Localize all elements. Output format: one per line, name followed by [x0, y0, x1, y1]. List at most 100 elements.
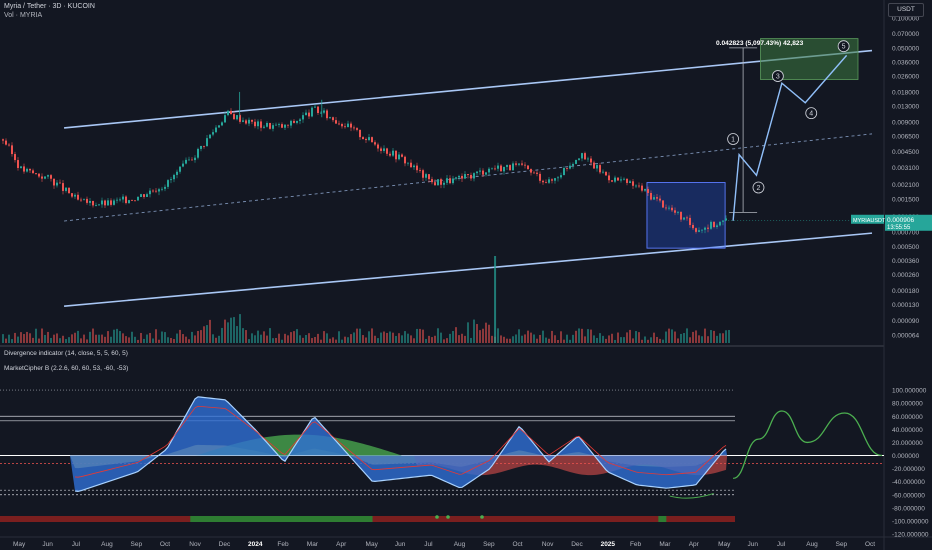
volume-bar [614, 339, 616, 343]
candle [2, 139, 4, 141]
candle [719, 221, 721, 226]
candle [560, 175, 562, 178]
volume-bar [197, 330, 199, 343]
bar-countdown: 13:55:55 [887, 225, 911, 231]
signal-dot [435, 515, 439, 519]
candle [194, 157, 196, 161]
volume-bar [131, 331, 133, 343]
volume-bar [656, 336, 658, 343]
candle [80, 199, 82, 201]
oscillator-tick-label: 60.000000 [892, 414, 923, 421]
volume-bar [335, 339, 337, 343]
candle [425, 174, 427, 178]
time-tick-label: Feb [277, 541, 289, 548]
volume-bar [86, 339, 88, 343]
candle [653, 197, 655, 200]
oscillator-tick-label: 0.000000 [892, 453, 919, 460]
time-tick-label: Nov [542, 541, 554, 548]
candle [368, 137, 370, 141]
volume-bar [164, 332, 166, 343]
candle [290, 120, 292, 126]
volume-bar [413, 338, 415, 343]
volume-bar [122, 333, 124, 343]
candle [533, 172, 535, 174]
candle [428, 174, 430, 180]
candle [164, 186, 166, 189]
candle [83, 198, 85, 200]
candle [359, 129, 361, 138]
candle [59, 182, 61, 184]
candle [362, 137, 364, 140]
candle [5, 140, 7, 145]
candle [473, 173, 475, 179]
candle [329, 117, 331, 119]
volume-bar [107, 331, 109, 343]
price-tick-label: 0.003100 [892, 165, 919, 172]
candle [98, 204, 100, 206]
candle [137, 196, 139, 201]
candle [467, 174, 469, 175]
candle [689, 217, 691, 225]
time-tick-label: Sep [131, 541, 143, 548]
wave-label: 5 [842, 44, 846, 51]
volume-bar [167, 337, 169, 343]
candle [392, 150, 394, 156]
candle [173, 174, 175, 180]
time-tick-label: Oct [160, 541, 170, 548]
volume-bar [725, 330, 727, 343]
price-tick-label: 0.036000 [892, 60, 919, 67]
currency-button[interactable]: USDT [888, 3, 924, 17]
volume-bar [707, 336, 709, 343]
volume-bar [497, 328, 499, 343]
candle [350, 123, 352, 128]
candle [356, 128, 358, 130]
time-tick-label: Oct [865, 541, 875, 548]
candle [587, 158, 589, 160]
volume-bar [95, 334, 97, 343]
candle [638, 185, 640, 187]
volume-bar [74, 332, 76, 343]
candle [623, 178, 625, 180]
price-tick-label: 0.009000 [892, 119, 919, 126]
volume-bar [560, 331, 562, 343]
candle [635, 185, 637, 187]
candle [233, 114, 235, 120]
candle [245, 120, 247, 124]
volume-bar [584, 336, 586, 343]
volume-bar [389, 331, 391, 343]
candle [500, 165, 502, 172]
candle [185, 159, 187, 164]
volume-bar [113, 329, 115, 343]
candle [608, 175, 610, 181]
volume-bar [692, 331, 694, 343]
candle [17, 160, 19, 168]
candle [53, 178, 55, 186]
candle [44, 176, 46, 179]
volume-bar [401, 335, 403, 343]
price-tick-label: 0.000064 [892, 333, 919, 340]
volume-bar [416, 328, 418, 343]
volume-bar [125, 336, 127, 343]
candle [488, 168, 490, 173]
volume-bar [353, 332, 355, 343]
oscillator-tick-label: -20.000000 [892, 466, 925, 473]
candle [626, 178, 628, 183]
candle [311, 107, 313, 117]
volume-bar [422, 329, 424, 343]
candle [647, 189, 649, 193]
candle [221, 122, 223, 126]
candle [620, 179, 622, 181]
candle [413, 165, 415, 168]
volume-bar [323, 331, 325, 343]
volume-bar [515, 334, 517, 343]
candle [149, 190, 151, 195]
candle [572, 163, 574, 166]
candle [134, 200, 136, 202]
candle [641, 185, 643, 191]
volume-bar [134, 336, 136, 343]
candle [725, 218, 727, 221]
candle [716, 225, 718, 227]
time-tick-label: 2025 [601, 541, 616, 548]
candle [104, 200, 106, 206]
